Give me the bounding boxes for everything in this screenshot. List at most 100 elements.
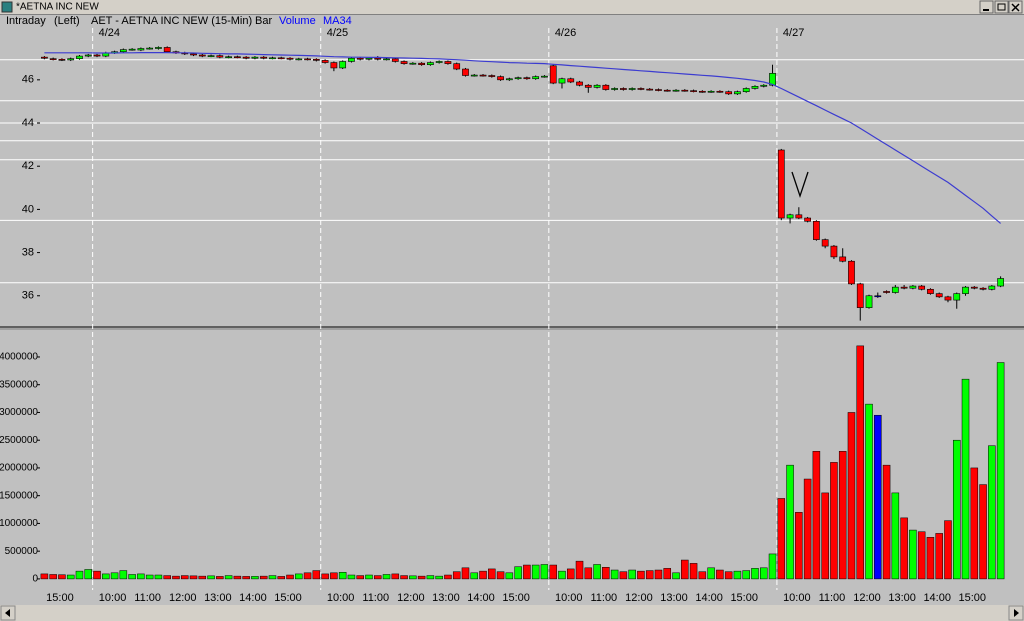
volume-bar <box>154 574 163 580</box>
volume-bar <box>628 569 636 580</box>
candle-body <box>356 57 364 60</box>
volume-bar <box>119 570 128 580</box>
date-label: 4/27 <box>783 27 804 39</box>
volume-bar <box>84 569 93 580</box>
volume-bar <box>426 575 435 580</box>
scale-label: (Left) <box>54 15 80 27</box>
x-tick-label: 13:00 <box>888 592 916 604</box>
volume-bar <box>654 569 663 580</box>
volume-bar <box>505 572 514 580</box>
candle-body <box>453 63 461 70</box>
window-title: *AETNA INC NEW <box>16 2 99 13</box>
volume-bar <box>382 574 391 580</box>
date-label: 4/25 <box>327 27 348 39</box>
candle-body <box>163 47 171 53</box>
plot: 36 38 40 42 44 46 0 500000 1000000 1500000 2000000… <box>0 27 1024 604</box>
candle-body <box>611 88 618 90</box>
volume-bar <box>400 575 408 580</box>
x-tick-label: 15:00 <box>502 592 530 604</box>
volume-bar <box>180 575 189 580</box>
volume-bar <box>330 572 338 580</box>
minimize-button[interactable] <box>979 0 994 14</box>
volume-bar <box>461 567 470 580</box>
volume-tick-label: 4000000 <box>0 352 38 363</box>
y-tick-label: 44 <box>22 117 34 129</box>
y-tick-label: 46 <box>22 74 34 86</box>
volume-bar <box>856 345 865 580</box>
candle-body <box>918 285 926 290</box>
volume-bar <box>549 564 557 580</box>
candle-body <box>409 62 417 65</box>
window-buttons[interactable] <box>979 0 1023 14</box>
candle-body <box>321 60 329 63</box>
x-tick-label: 10:00 <box>327 592 355 604</box>
candle-body <box>49 58 57 60</box>
volume-tick-label: 3500000 <box>0 379 38 390</box>
volume-bar <box>444 574 452 580</box>
volume-bar <box>917 531 926 580</box>
volume-bar <box>216 576 224 580</box>
restore-glyph <box>997 3 1006 11</box>
candle-body <box>725 91 733 95</box>
candle-body <box>234 56 241 59</box>
volume-bar <box>259 575 268 580</box>
x-tick-label: 15:00 <box>46 592 74 604</box>
x-tick-label: 11:00 <box>362 592 389 604</box>
volume-bar <box>698 571 707 580</box>
legend-ma: MA34 <box>323 15 352 27</box>
volume-tick-label: 1000000 <box>0 518 38 529</box>
x-tick-label: 10:00 <box>99 592 127 604</box>
x-tick-label: 11:00 <box>590 592 617 604</box>
volume-bar <box>295 573 303 580</box>
volume-bar <box>479 570 487 580</box>
volume-bar <box>49 574 57 580</box>
window-icon <box>1 1 13 13</box>
volume-bar <box>742 570 750 580</box>
volume-bar <box>961 378 970 580</box>
candle-body <box>427 62 434 66</box>
volume-bar <box>716 569 724 580</box>
x-tick-label: 15:00 <box>274 592 302 604</box>
candle-body <box>970 286 978 289</box>
candle-body <box>119 49 127 53</box>
restore-button[interactable] <box>994 0 1009 14</box>
candle-body <box>251 56 259 59</box>
candle-body <box>295 58 303 61</box>
candle-body <box>505 78 513 81</box>
volume-bar <box>75 570 84 580</box>
candle-body <box>848 260 855 285</box>
volume-bar <box>575 560 584 580</box>
candle-body <box>198 54 206 57</box>
x-tick-label: 14:00 <box>923 592 951 604</box>
style-label: Bar <box>255 15 272 27</box>
candle-body <box>242 56 250 59</box>
ma-line <box>44 52 1001 224</box>
candle-body <box>769 73 776 86</box>
candle-body <box>470 74 478 77</box>
volume-bar <box>163 575 171 580</box>
candle-body <box>751 86 759 89</box>
candle-body <box>277 57 285 60</box>
volume-bar <box>637 570 645 580</box>
volume-bar <box>786 464 794 580</box>
candle-body <box>497 76 504 81</box>
volume-bar <box>663 568 672 580</box>
candle-body <box>742 88 750 93</box>
volume-bar <box>435 575 443 580</box>
candle-body <box>312 59 320 61</box>
scrollbar[interactable] <box>0 605 1024 621</box>
volume-bar <box>172 575 180 580</box>
date-label: 4/26 <box>555 27 576 39</box>
x-tick-label: 14:00 <box>467 592 495 604</box>
candle-body <box>690 90 697 92</box>
x-tick-label: 12:00 <box>853 592 881 604</box>
volume-bar <box>391 573 400 580</box>
candle-body <box>365 57 373 60</box>
volume-bar <box>847 412 856 580</box>
candle-body <box>435 61 443 63</box>
x-tick-label: 13:00 <box>432 592 460 604</box>
volume-bar <box>777 498 786 580</box>
volume-bar <box>970 467 979 580</box>
volume-bar <box>523 564 531 580</box>
candle-body <box>84 54 92 57</box>
